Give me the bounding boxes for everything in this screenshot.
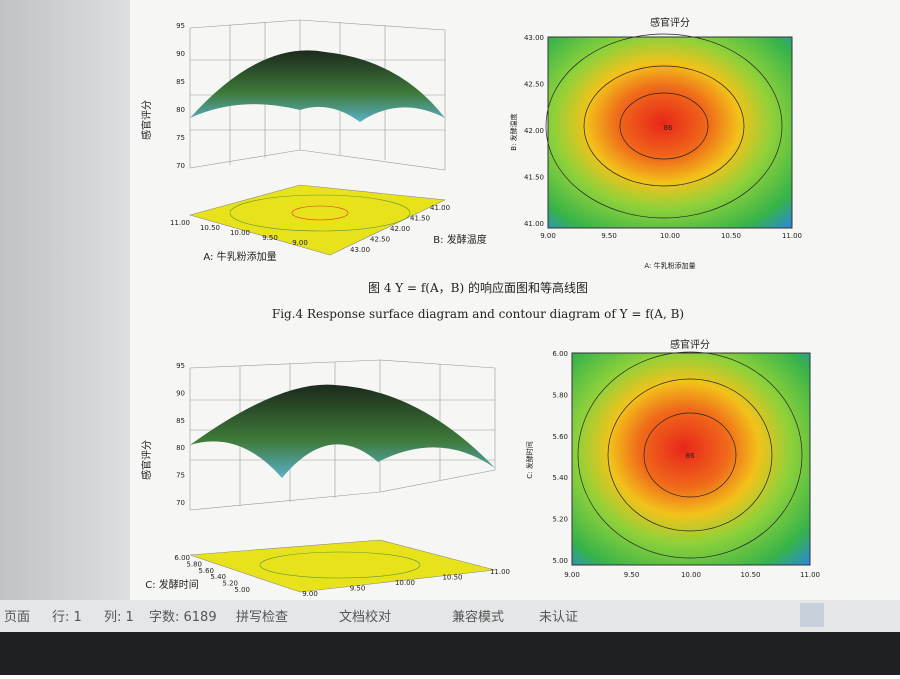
tick-label: 80	[176, 106, 185, 114]
label: 感官评分	[140, 100, 153, 140]
tick-label: 5.00	[234, 586, 250, 594]
tick-label: 43.00	[524, 34, 544, 42]
status-item[interactable]: 拼写检查	[236, 610, 288, 625]
tick-label: 5.20	[552, 516, 568, 524]
tick-label: 70	[176, 499, 185, 507]
contour-plot	[571, 351, 811, 566]
tick-label: 41.00	[524, 220, 544, 228]
contour-plot	[545, 33, 793, 229]
tick-label: 10.50	[721, 232, 741, 240]
tick-label: 11.00	[490, 568, 510, 576]
tick-label: 9.50	[262, 234, 278, 242]
status-item: 字数: 6189	[149, 610, 217, 625]
label: 感官评分	[140, 440, 153, 480]
tick-label: 11.00	[170, 219, 190, 227]
tick-label: 6.00	[174, 554, 190, 562]
tick-label: 10.50	[200, 224, 220, 232]
label: B: 发酵温度	[433, 233, 486, 246]
surface-plot	[189, 359, 496, 593]
label: 感官评分	[670, 338, 710, 351]
tick-label: 95	[176, 22, 185, 30]
tick-label: 5.00	[552, 557, 568, 565]
tick-label: 42.50	[524, 81, 544, 89]
tick-label: 75	[176, 134, 185, 142]
tick-label: 9.50	[601, 232, 617, 240]
label: 图 4 Y = f(A，B) 的响应面图和等高线图	[368, 280, 588, 295]
tick-label: 9.00	[302, 590, 318, 598]
label: A: 牛乳粉添加量	[203, 250, 276, 263]
status-item: 行: 1	[52, 610, 82, 625]
label: C: 发酵时间	[525, 441, 534, 478]
tick-label: 9.00	[564, 571, 580, 579]
tick-label: 11.00	[800, 571, 820, 579]
tick-label: 5.60	[198, 567, 214, 575]
tick-label: 5.80	[552, 391, 568, 399]
tick-label: 85	[176, 417, 185, 425]
tick-label: 6.00	[552, 350, 568, 358]
view-button-active[interactable]	[800, 603, 824, 627]
tick-label: 43.00	[350, 246, 370, 254]
tick-label: 10.00	[681, 571, 701, 579]
monitor-bezel	[0, 632, 900, 675]
label: 86	[686, 452, 695, 460]
tick-label: 85	[176, 78, 185, 86]
tick-label: 5.40	[210, 573, 226, 581]
status-bar	[0, 600, 900, 632]
tick-label: 95	[176, 362, 185, 370]
tick-label: 10.00	[395, 579, 415, 587]
tick-label: 9.00	[292, 239, 308, 247]
label: Fig.4 Response surface diagram and conto…	[272, 307, 684, 321]
tick-label: 5.40	[552, 474, 568, 482]
tick-label: 41.50	[524, 174, 544, 182]
tick-label: 11.00	[782, 232, 802, 240]
tick-label: 42.00	[390, 225, 410, 233]
tick-label: 5.20	[222, 580, 238, 588]
tick-label: 90	[176, 389, 185, 397]
tick-label: 80	[176, 444, 185, 452]
tick-label: 42.50	[370, 236, 390, 244]
label: B: 发酵温度	[509, 113, 518, 150]
status-item[interactable]: 兼容模式	[452, 609, 504, 625]
tick-label: 9.00	[540, 232, 556, 240]
status-item: 页面	[4, 610, 30, 625]
label: C: 发酵时间	[145, 578, 199, 591]
status-item[interactable]: 文档校对	[339, 609, 391, 625]
tick-label: 10.00	[660, 232, 680, 240]
tick-label: 9.50	[350, 585, 366, 593]
tick-label: 90	[176, 50, 185, 58]
surface-plot	[188, 19, 447, 256]
tick-label: 75	[176, 472, 185, 480]
status-item: 列: 1	[104, 610, 134, 625]
tick-label: 10.50	[442, 574, 462, 582]
label: 86	[664, 124, 673, 132]
status-item[interactable]: 未认证	[539, 610, 578, 625]
label: 感官评分	[650, 16, 690, 29]
tick-label: 5.60	[552, 433, 568, 441]
tick-label: 10.50	[740, 571, 760, 579]
tick-label: 41.50	[410, 215, 430, 223]
tick-label: 42.00	[524, 127, 544, 135]
tick-label: 5.80	[186, 560, 202, 568]
label: A: 牛乳粉添加量	[644, 261, 695, 270]
tick-label: 70	[176, 162, 185, 170]
tick-label: 41.00	[430, 204, 450, 212]
tick-label: 9.50	[624, 571, 640, 579]
tick-label: 10.00	[230, 229, 250, 237]
